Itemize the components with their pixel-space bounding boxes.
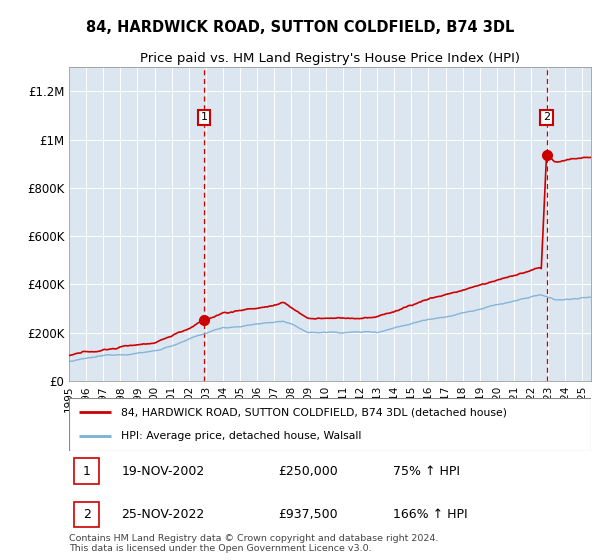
FancyBboxPatch shape: [74, 502, 99, 528]
Text: 166% ↑ HPI: 166% ↑ HPI: [392, 508, 467, 521]
Text: 1: 1: [83, 465, 91, 478]
Text: 84, HARDWICK ROAD, SUTTON COLDFIELD, B74 3DL: 84, HARDWICK ROAD, SUTTON COLDFIELD, B74…: [86, 20, 514, 35]
Text: 19-NOV-2002: 19-NOV-2002: [121, 465, 205, 478]
Text: HPI: Average price, detached house, Walsall: HPI: Average price, detached house, Wals…: [121, 431, 362, 441]
Text: 2: 2: [543, 113, 550, 123]
Text: 75% ↑ HPI: 75% ↑ HPI: [392, 465, 460, 478]
FancyBboxPatch shape: [69, 398, 591, 451]
Text: 25-NOV-2022: 25-NOV-2022: [121, 508, 205, 521]
Text: 1: 1: [200, 113, 208, 123]
Text: 2: 2: [83, 508, 91, 521]
Text: Contains HM Land Registry data © Crown copyright and database right 2024.
This d: Contains HM Land Registry data © Crown c…: [69, 534, 439, 553]
FancyBboxPatch shape: [74, 459, 99, 484]
Text: 84, HARDWICK ROAD, SUTTON COLDFIELD, B74 3DL (detached house): 84, HARDWICK ROAD, SUTTON COLDFIELD, B74…: [121, 408, 507, 418]
Text: £250,000: £250,000: [278, 465, 338, 478]
Text: £937,500: £937,500: [278, 508, 337, 521]
Title: Price paid vs. HM Land Registry's House Price Index (HPI): Price paid vs. HM Land Registry's House …: [140, 52, 520, 64]
